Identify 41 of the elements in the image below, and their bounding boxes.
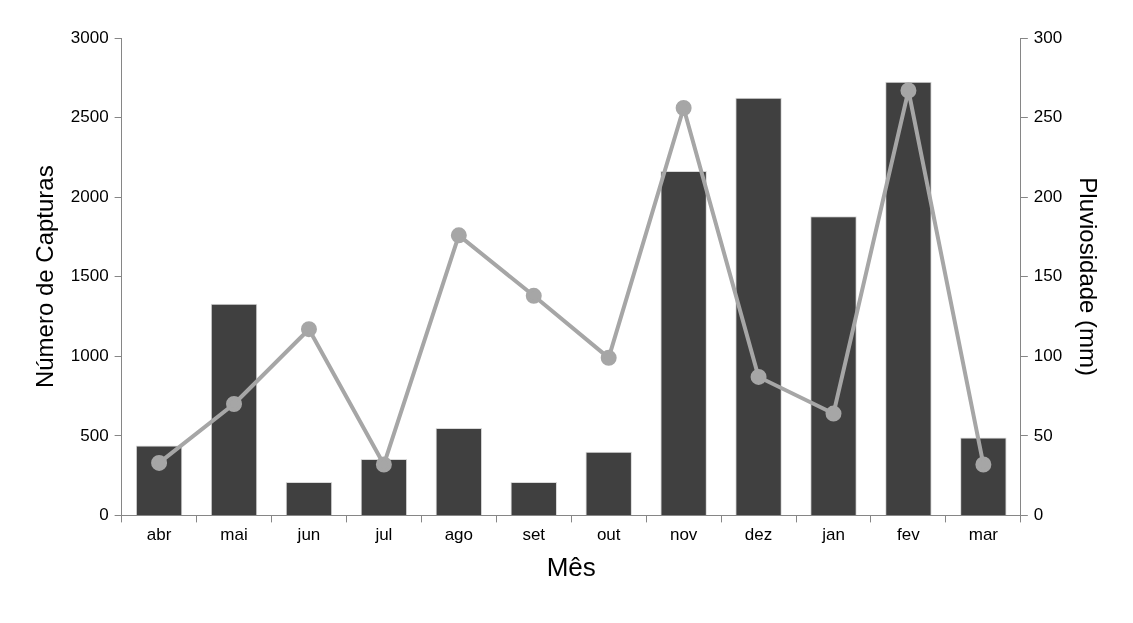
x-tick-label: jan	[821, 525, 845, 545]
y-tick-label: 1000	[70, 345, 109, 365]
x-tick-label: mar	[968, 525, 999, 545]
y2-tick-label: 200	[1033, 186, 1063, 206]
point	[975, 456, 992, 473]
x-axis-title: Mês	[546, 551, 596, 582]
y2-tick-label: 250	[1033, 107, 1063, 127]
point	[750, 368, 767, 385]
x-tick-label: fev	[897, 525, 921, 545]
y-tick-label: 0	[99, 505, 109, 525]
y2-tick-label: 0	[1033, 505, 1044, 525]
point	[675, 100, 692, 117]
x-tick-label: dez	[744, 525, 773, 545]
point	[600, 349, 617, 366]
x-tick-label: set	[522, 525, 546, 545]
x-tick-label: jun	[296, 525, 321, 545]
point	[375, 456, 392, 473]
x-tick-label: nov	[669, 525, 698, 545]
y-tick-label: 3000	[70, 27, 109, 47]
y2-tick-label: 50	[1033, 425, 1053, 445]
point	[226, 396, 243, 413]
y-tick-label: 2500	[70, 107, 109, 127]
y-tick-label: 500	[80, 425, 109, 445]
x-tick-label: ago	[444, 525, 474, 545]
y2-tick-label: 100	[1033, 345, 1063, 365]
x-tick-label: abr	[146, 525, 172, 545]
y-tick-label: 2000	[70, 186, 109, 206]
point	[450, 227, 467, 244]
point	[900, 82, 917, 99]
y-axis-title: Número de Capturas	[31, 165, 59, 389]
point	[525, 287, 542, 304]
x-tick-label: mai	[220, 525, 248, 545]
y2-tick-label: 300	[1033, 27, 1063, 47]
x-tick-label: jul	[374, 525, 393, 545]
x-tick-label: out	[596, 525, 621, 545]
y2-tick-label: 150	[1033, 266, 1063, 286]
point	[825, 405, 842, 422]
y-tick-label: 1500	[70, 266, 109, 286]
point	[300, 321, 317, 338]
y2-axis-title: Pluviosidade (mm)	[1074, 177, 1102, 377]
point	[151, 454, 168, 471]
